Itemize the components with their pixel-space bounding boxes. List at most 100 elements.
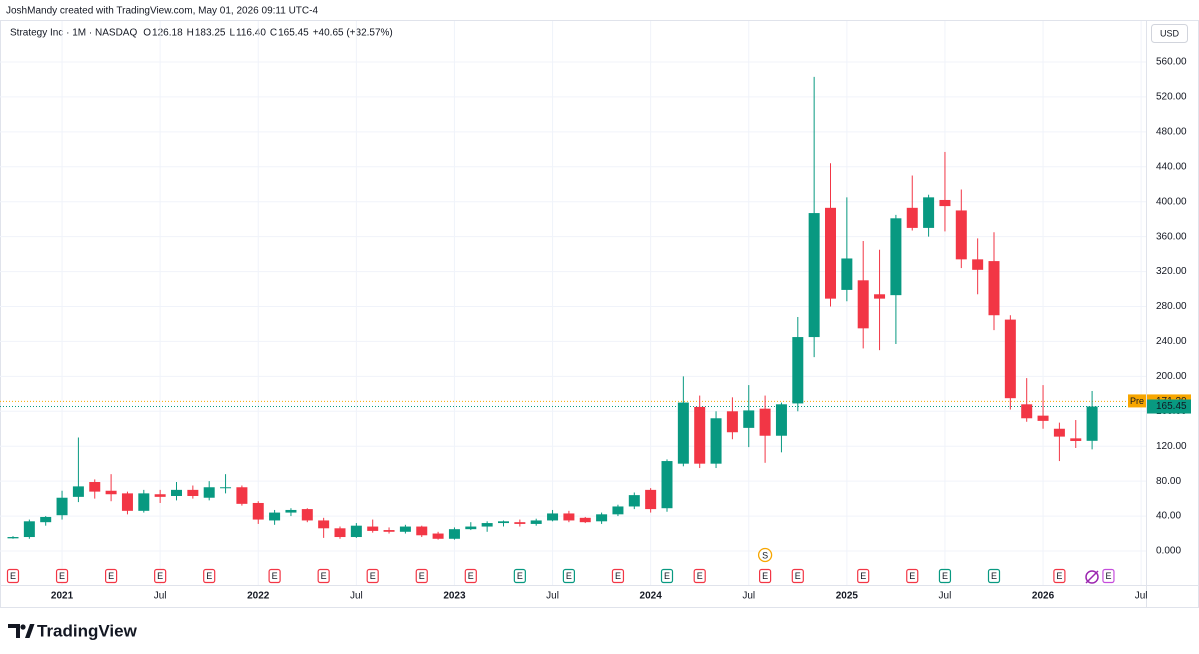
candle-body bbox=[40, 516, 52, 523]
event-icon bbox=[1053, 568, 1066, 584]
x-tick-label: Jul bbox=[154, 591, 167, 602]
event-icon bbox=[464, 568, 477, 584]
event-label: E bbox=[909, 571, 915, 581]
candle-body bbox=[154, 494, 166, 497]
candle-body bbox=[89, 482, 101, 492]
event-label: E bbox=[272, 571, 278, 581]
event-label: E bbox=[108, 571, 114, 581]
event-label: E bbox=[517, 571, 523, 581]
candle-body bbox=[252, 502, 264, 520]
candle-body bbox=[1037, 415, 1049, 421]
candle-body bbox=[1004, 319, 1016, 399]
event-label: E bbox=[10, 571, 16, 581]
candle-body bbox=[7, 537, 19, 539]
candle-body bbox=[498, 521, 509, 524]
candle-body bbox=[694, 406, 706, 464]
y-tick-label: 280.00 bbox=[1156, 301, 1187, 312]
candle-body bbox=[416, 526, 428, 536]
candle-body bbox=[955, 210, 967, 260]
candle-body bbox=[1053, 428, 1065, 437]
ohlc-value: 126.18 bbox=[152, 28, 183, 39]
candle-body bbox=[563, 513, 575, 521]
x-tick-label: 2021 bbox=[51, 591, 74, 602]
symbol: Strategy Inc · 1M · NASDAQ bbox=[10, 28, 137, 39]
candle-body bbox=[203, 487, 215, 498]
event-icon bbox=[562, 568, 576, 584]
event-label: E bbox=[59, 571, 65, 581]
y-tick-label: 560.00 bbox=[1156, 57, 1187, 68]
x-tick-label: 2026 bbox=[1032, 591, 1055, 602]
plot: 0.00040.0080.00120.00160.00200.00240.002… bbox=[0, 21, 1191, 602]
event-icon bbox=[757, 547, 773, 563]
candle-body bbox=[301, 509, 313, 521]
event-label: E bbox=[762, 571, 768, 581]
candle-body bbox=[187, 489, 199, 496]
x-tick-label: Jul bbox=[350, 591, 363, 602]
candle-body bbox=[612, 506, 624, 515]
candle-body bbox=[236, 487, 248, 504]
event-icon bbox=[758, 568, 772, 584]
y-tick-label: 400.00 bbox=[1156, 196, 1187, 207]
x-tick-label: Jul bbox=[546, 591, 559, 602]
ohlc-key: O bbox=[143, 28, 151, 39]
event-label: E bbox=[157, 571, 163, 581]
candle-body bbox=[465, 526, 477, 530]
event-icon bbox=[693, 568, 706, 584]
candle-body bbox=[923, 197, 935, 228]
candle-body bbox=[677, 402, 689, 464]
candle-body bbox=[1070, 438, 1082, 441]
event-label: E bbox=[795, 571, 801, 581]
y-tick-label: 320.00 bbox=[1156, 266, 1187, 277]
candle-body bbox=[939, 199, 951, 207]
candle-body bbox=[383, 530, 395, 532]
ohlc-key: H bbox=[187, 28, 194, 39]
candle-body bbox=[972, 259, 984, 270]
candle-body bbox=[726, 411, 738, 433]
event-icon bbox=[791, 568, 804, 584]
y-tick-label: 80.00 bbox=[1156, 476, 1181, 487]
event-label: E bbox=[664, 571, 670, 581]
pre-market-tag-bg bbox=[1128, 394, 1146, 408]
event-label: E bbox=[860, 571, 866, 581]
candle-body bbox=[269, 512, 281, 521]
last-price-bg bbox=[1147, 399, 1191, 414]
dividend-icon bbox=[1085, 570, 1099, 584]
last-price: 165.45 bbox=[1156, 401, 1187, 412]
y-tick-label: 440.00 bbox=[1156, 161, 1187, 172]
event-icon bbox=[938, 568, 952, 584]
y-tick-label: 240.00 bbox=[1156, 336, 1187, 347]
event-label: E bbox=[697, 571, 703, 581]
candle-body bbox=[890, 218, 902, 296]
candle-body bbox=[874, 294, 886, 299]
event-label: E bbox=[321, 571, 327, 581]
y-tick-label: 200.00 bbox=[1156, 371, 1187, 382]
candle-body bbox=[596, 514, 608, 522]
event-icon bbox=[1102, 568, 1115, 584]
event-label: E bbox=[419, 571, 425, 581]
candle-body bbox=[743, 410, 755, 428]
currency-label: USD bbox=[1160, 28, 1180, 38]
candle-body bbox=[775, 404, 787, 436]
candle-body bbox=[350, 525, 362, 538]
y-tick-label: 0.000 bbox=[1156, 546, 1181, 557]
candle-body bbox=[432, 533, 444, 539]
candle-body bbox=[628, 495, 640, 507]
candle-body bbox=[988, 261, 1000, 316]
candle-body bbox=[23, 521, 35, 538]
currency-button[interactable] bbox=[1151, 24, 1188, 43]
candle-body bbox=[220, 487, 232, 489]
event-label: E bbox=[1056, 571, 1062, 581]
candle-body bbox=[514, 522, 526, 524]
ohlc-value: 165.45 bbox=[278, 28, 309, 39]
candle-body bbox=[759, 408, 771, 436]
event-label: E bbox=[1105, 571, 1111, 581]
event-icon bbox=[55, 568, 69, 584]
legend: Strategy Inc · 1M · NASDAQ O 126.18 H 183.25… bbox=[10, 28, 393, 39]
event-icon bbox=[268, 568, 281, 584]
ohlc-value: 183.25 bbox=[195, 28, 226, 39]
event-icon bbox=[154, 568, 167, 584]
event-label: E bbox=[370, 571, 376, 581]
event-icon bbox=[611, 568, 625, 584]
